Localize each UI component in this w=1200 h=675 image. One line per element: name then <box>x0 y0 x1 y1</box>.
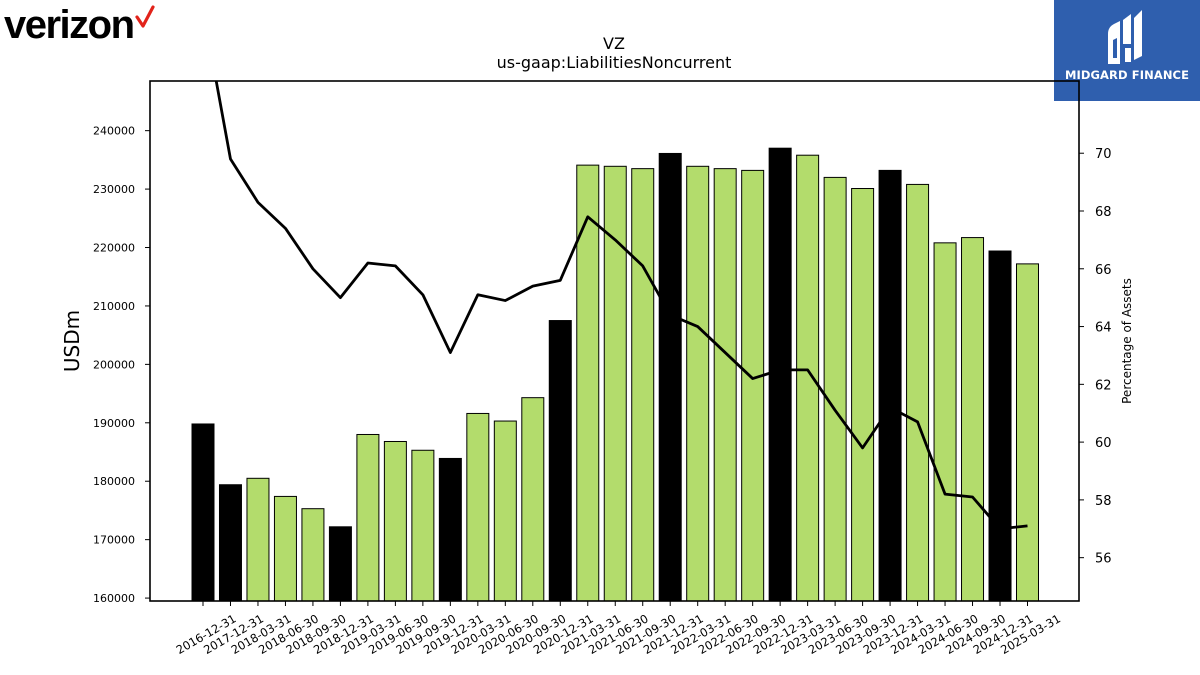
plot-frame <box>149 80 1080 602</box>
percentage-of-assets-line <box>214 81 1028 531</box>
y-axis-left: 160000 170000 180000 190000 200000 210000 2200… <box>93 125 150 605</box>
y-tick-label: 220000 <box>93 242 135 255</box>
bar-2021-03-31 <box>576 164 600 601</box>
bar-2023-12-31 <box>878 169 902 601</box>
bar-2023-06-30 <box>823 176 847 601</box>
bar-2024-03-31 <box>906 183 930 601</box>
bar-2019-12-31 <box>438 457 462 601</box>
bar-2019-06-30 <box>383 440 407 601</box>
y-tick-label: 200000 <box>93 358 135 371</box>
y2-tick-label: 70 <box>1095 147 1112 162</box>
y-tick-label: 190000 <box>93 417 135 430</box>
y2-tick-label: 68 <box>1095 205 1112 220</box>
bar-2022-09-30 <box>741 169 765 601</box>
verizon-check-icon <box>134 5 155 28</box>
bar-2023-09-30 <box>851 188 875 601</box>
bar-2018-12-31 <box>328 526 352 601</box>
y-tick-label: 170000 <box>93 534 135 547</box>
y2-tick-label: 56 <box>1095 552 1112 567</box>
y-tick-label: 180000 <box>93 475 135 488</box>
verizon-wordmark: verizon <box>4 3 135 47</box>
bar-2021-09-30 <box>631 168 655 601</box>
bar-2017-12-31 <box>218 484 242 601</box>
bar-2019-09-30 <box>411 449 435 601</box>
bar-2020-09-30 <box>521 397 545 601</box>
bar-2020-06-30 <box>493 420 517 601</box>
y-tick-label: 210000 <box>93 300 135 313</box>
y2-tick-label: 66 <box>1095 263 1112 278</box>
y2-tick-label: 60 <box>1095 436 1112 451</box>
verizon-logo: verizon <box>4 0 155 48</box>
chart-title: VZ <box>603 34 625 53</box>
bar-2018-09-30 <box>301 508 325 601</box>
midgard-finance-logo: MIDGARD FINANCE <box>1054 0 1200 101</box>
bar-2021-12-31 <box>658 152 682 601</box>
bar-2024-12-31 <box>988 250 1012 601</box>
bar-2019-03-31 <box>356 433 380 601</box>
y2-tick-label: 62 <box>1095 378 1112 393</box>
y2-tick-label: 64 <box>1095 321 1112 336</box>
bar-2022-06-30 <box>713 168 737 601</box>
bar-2016-12-31 <box>191 423 215 601</box>
bar-2024-06-30 <box>933 242 957 601</box>
bar-2020-03-31 <box>466 412 490 601</box>
bar-2020-12-31 <box>548 320 572 601</box>
y2-axis-label: Percentage of Assets <box>1120 278 1134 404</box>
bar-2022-03-31 <box>686 165 710 601</box>
y-axis-right: 56 58 60 62 64 66 68 70 <box>1079 147 1112 567</box>
bar-series <box>191 147 1039 601</box>
midgard-finance-wordmark: MIDGARD FINANCE <box>1064 68 1190 82</box>
bar-2018-06-30 <box>273 495 297 601</box>
chart-subtitle: us-gaap:LiabilitiesNoncurrent <box>497 53 732 72</box>
y2-tick-label: 58 <box>1095 494 1112 509</box>
bar-2021-06-30 <box>603 165 627 601</box>
bar-2018-03-31 <box>246 477 270 601</box>
y-tick-label: 240000 <box>93 125 135 138</box>
midgard-emblem-icon <box>1108 10 1142 64</box>
bar-2024-09-30 <box>961 237 985 601</box>
y-tick-label: 160000 <box>93 592 135 605</box>
bar-2025-03-31 <box>1016 263 1039 601</box>
y-axis-label: USDm <box>60 310 84 372</box>
bar-2023-03-31 <box>796 154 820 601</box>
bar-2022-12-31 <box>768 147 792 601</box>
y-tick-label: 230000 <box>93 183 135 196</box>
line-series <box>214 81 1028 531</box>
x-axis: 2016-12-312017-12-312018-03-312018-06-30… <box>174 601 1063 657</box>
